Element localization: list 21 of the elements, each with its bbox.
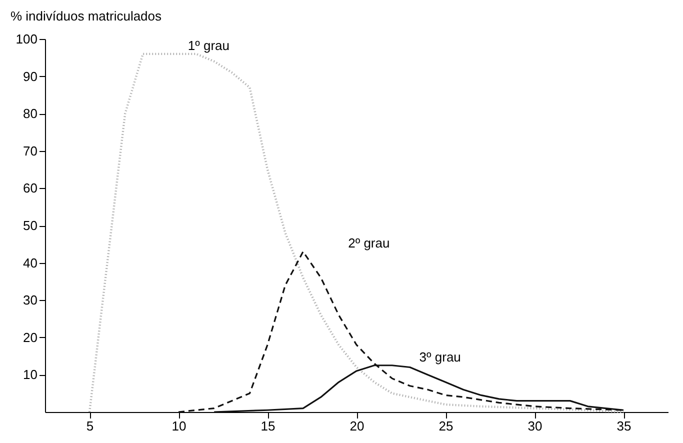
x-tick-label: 35 — [616, 418, 632, 434]
x-tick-label: 15 — [260, 418, 276, 434]
y-tick-label: 100 — [16, 32, 38, 46]
y-tick-label: 10 — [23, 367, 38, 382]
x-tick-label: 20 — [350, 418, 364, 434]
y-tick-label: 30 — [23, 292, 38, 308]
y-tick-label: 20 — [23, 330, 38, 345]
series-label: 3º grau — [419, 349, 461, 364]
x-tick-label: 10 — [172, 418, 186, 434]
y-tick-label: 70 — [23, 143, 38, 158]
series-label: 1º grau — [188, 38, 230, 53]
x-tick-label: 5 — [86, 418, 94, 434]
y-tick-label: 40 — [23, 255, 38, 270]
y-axis-title: % indivíduos matriculados — [10, 8, 162, 24]
x-tick-label: 25 — [438, 418, 454, 434]
y-tick-label: 50 — [23, 218, 38, 233]
text: 2º grau — [348, 236, 390, 251]
x-tick-label: 30 — [528, 418, 542, 434]
y-tick-label: 80 — [23, 106, 38, 122]
y-tick-label: 90 — [23, 68, 38, 84]
y-tick-label: 60 — [23, 180, 38, 196]
